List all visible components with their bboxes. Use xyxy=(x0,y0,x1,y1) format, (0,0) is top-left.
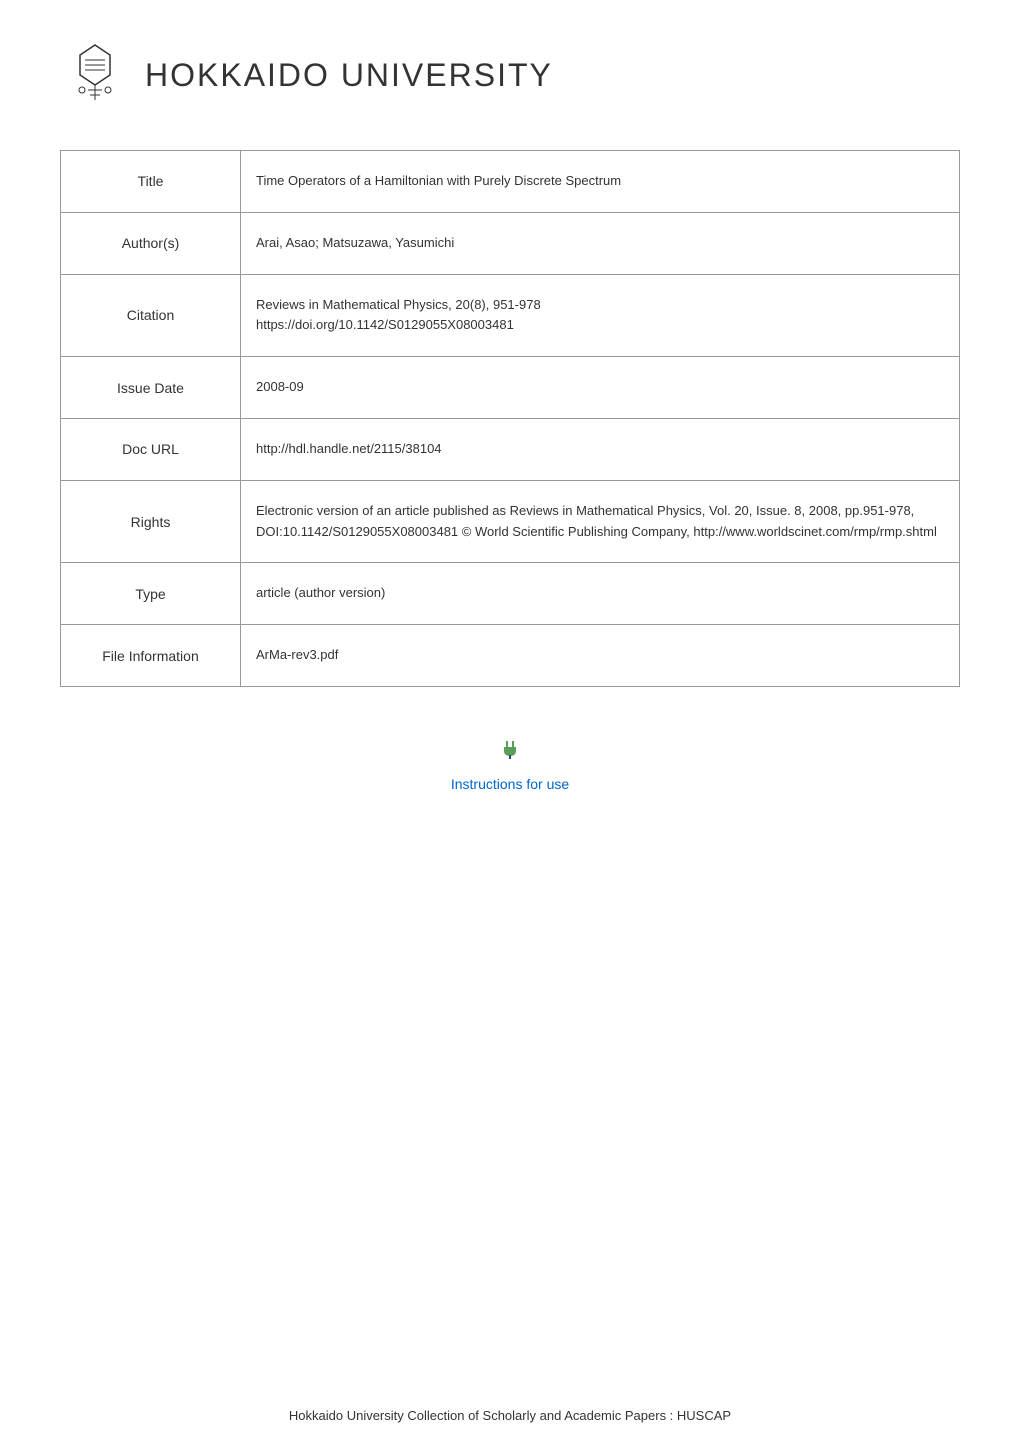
metadata-label-file-info: File Information xyxy=(61,625,241,687)
metadata-value-author: Arai, Asao; Matsuzawa, Yasumichi xyxy=(241,212,960,274)
metadata-value-doc-url: http://hdl.handle.net/2115/38104 xyxy=(241,418,960,480)
metadata-value-issue-date: 2008-09 xyxy=(241,357,960,419)
metadata-label-rights: Rights xyxy=(61,480,241,563)
page-header: HOKKAIDO UNIVERSITY xyxy=(60,40,960,110)
metadata-table: Title Time Operators of a Hamiltonian wi… xyxy=(60,150,960,687)
instructions-link[interactable]: Instructions for use xyxy=(451,776,569,792)
table-row: Citation Reviews in Mathematical Physics… xyxy=(61,274,960,357)
metadata-value-title: Time Operators of a Hamiltonian with Pur… xyxy=(241,151,960,213)
plug-icon xyxy=(498,737,522,766)
page-footer: Hokkaido University Collection of Schola… xyxy=(0,1408,1020,1423)
table-row: Issue Date 2008-09 xyxy=(61,357,960,419)
table-row: File Information ArMa-rev3.pdf xyxy=(61,625,960,687)
metadata-table-body: Title Time Operators of a Hamiltonian wi… xyxy=(61,151,960,687)
metadata-label-title: Title xyxy=(61,151,241,213)
metadata-label-doc-url: Doc URL xyxy=(61,418,241,480)
table-row: Rights Electronic version of an article … xyxy=(61,480,960,563)
metadata-value-rights: Electronic version of an article publish… xyxy=(241,480,960,563)
university-logo xyxy=(60,40,130,110)
metadata-value-type: article (author version) xyxy=(241,563,960,625)
metadata-value-citation: Reviews in Mathematical Physics, 20(8), … xyxy=(241,274,960,357)
instructions-section: Instructions for use xyxy=(60,737,960,794)
metadata-label-type: Type xyxy=(61,563,241,625)
table-row: Author(s) Arai, Asao; Matsuzawa, Yasumic… xyxy=(61,212,960,274)
table-row: Type article (author version) xyxy=(61,563,960,625)
metadata-label-citation: Citation xyxy=(61,274,241,357)
university-title: HOKKAIDO UNIVERSITY xyxy=(145,57,553,94)
instructions-link-wrapper: Instructions for use xyxy=(60,776,960,794)
table-row: Doc URL http://hdl.handle.net/2115/38104 xyxy=(61,418,960,480)
metadata-value-file-info: ArMa-rev3.pdf xyxy=(241,625,960,687)
metadata-label-author: Author(s) xyxy=(61,212,241,274)
metadata-label-issue-date: Issue Date xyxy=(61,357,241,419)
table-row: Title Time Operators of a Hamiltonian wi… xyxy=(61,151,960,213)
